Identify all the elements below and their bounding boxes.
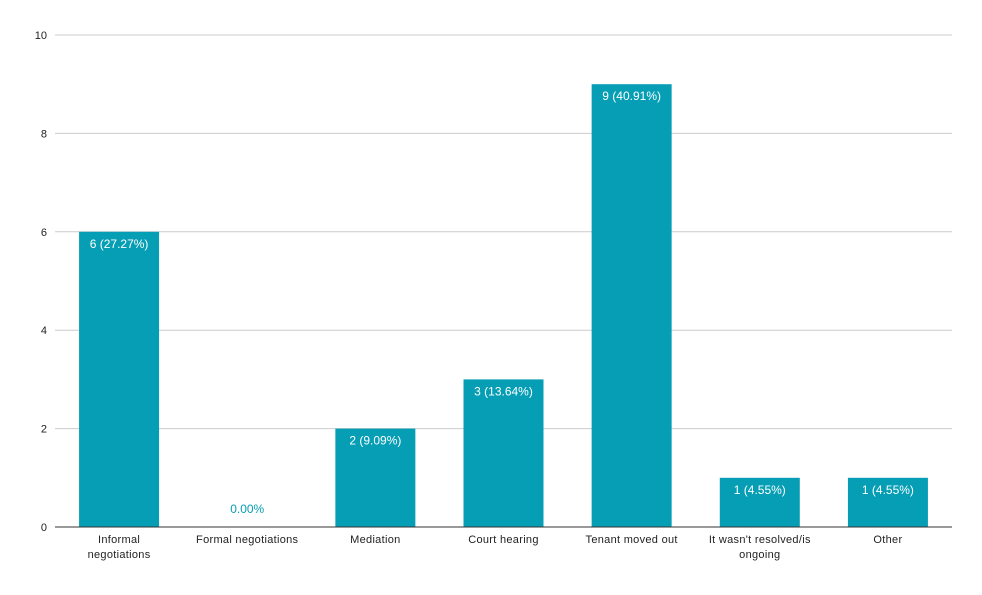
y-tick-label: 8	[41, 128, 47, 140]
x-tick-label: Mediation	[350, 534, 400, 546]
data-label: 6 (27.27%)	[90, 237, 149, 251]
bar	[463, 379, 544, 527]
y-tick-label: 6	[41, 227, 47, 239]
x-tick-label: Other	[873, 534, 902, 546]
bar	[847, 477, 928, 527]
bar	[719, 477, 800, 527]
data-label: 2 (9.09%)	[349, 434, 401, 448]
bar	[79, 231, 160, 528]
data-label: 3 (13.64%)	[474, 384, 533, 398]
x-tick-label: Tenant moved out	[586, 534, 678, 546]
x-tick-label: Court hearing	[468, 534, 539, 546]
data-label: 1 (4.55%)	[862, 483, 914, 497]
data-label: 0.00%	[230, 502, 264, 516]
y-tick-label: 4	[41, 325, 47, 337]
y-tick-label: 10	[35, 30, 47, 42]
x-tick-label: Formal negotiations	[196, 534, 299, 546]
bar	[335, 428, 416, 527]
data-label: 9 (40.91%)	[602, 89, 661, 103]
data-label: 1 (4.55%)	[734, 483, 786, 497]
x-tick-label: Informal	[98, 534, 140, 546]
y-tick-label: 2	[41, 424, 47, 436]
y-tick-label: 0	[41, 522, 47, 534]
x-tick-label: negotiations	[88, 549, 151, 561]
bar	[591, 84, 672, 527]
x-tick-label: It wasn't resolved/is	[709, 534, 811, 546]
x-tick-label: ongoing	[739, 549, 780, 561]
